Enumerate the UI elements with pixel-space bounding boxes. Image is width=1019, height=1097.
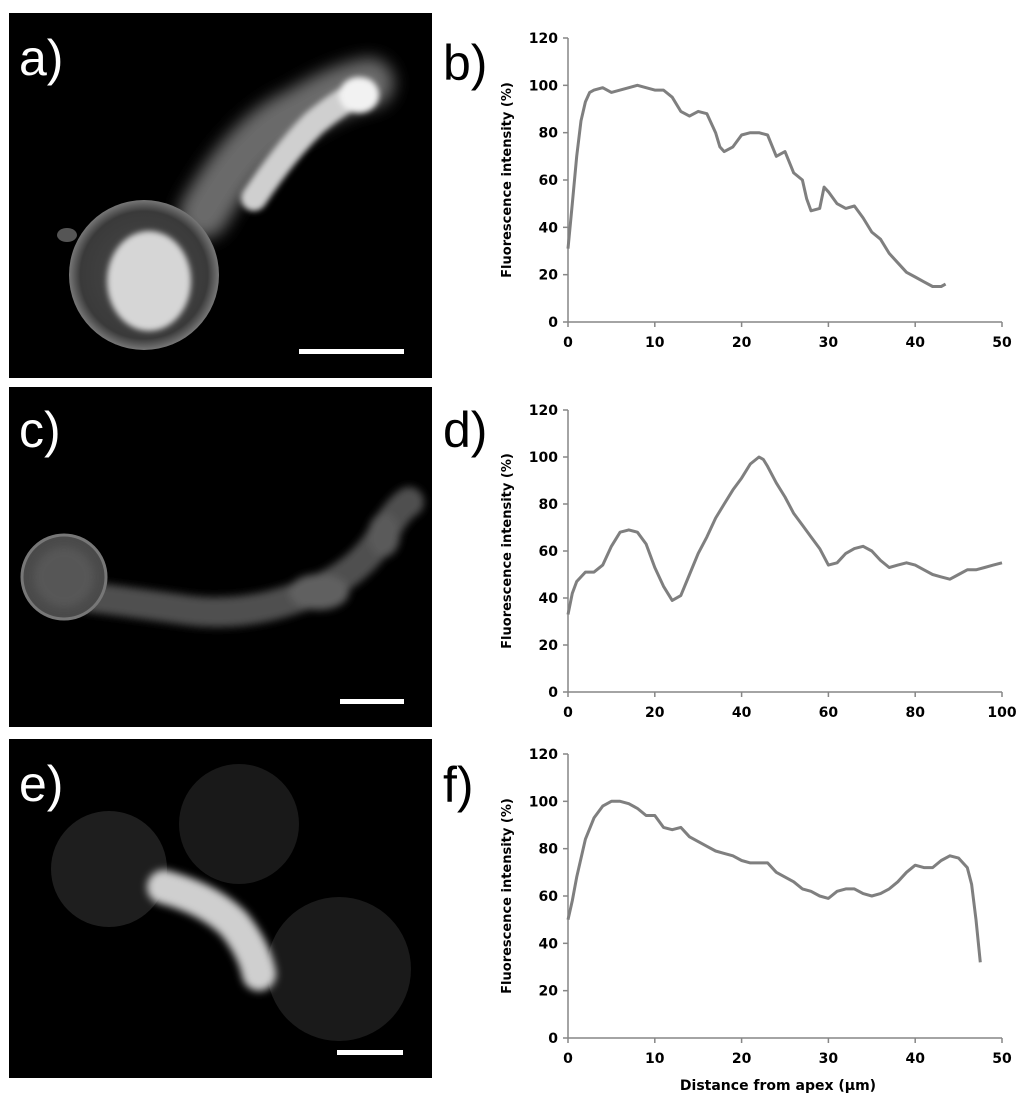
panel-label-e: e) [19, 756, 64, 812]
chart-f-x-axis-label: Distance from apex (µm) [680, 1078, 876, 1094]
chart-d-y-tick-label: 20 [539, 638, 559, 654]
chart-d-x-tick-label: 20 [645, 705, 665, 721]
chart-d-y-tick-label: 0 [548, 685, 558, 701]
chart-f-y-tick-label: 120 [529, 747, 558, 763]
panel-label-a: a) [19, 30, 64, 86]
chart-f-y-tick-label: 60 [539, 889, 559, 905]
micrograph-c-image [20, 487, 424, 628]
chart-d-x-tick-label: 0 [563, 705, 573, 721]
chart-f-y-tick-label: 80 [539, 842, 559, 858]
chart-b-x-tick-label: 0 [563, 335, 573, 351]
chart-b-y-tick-label: 40 [539, 220, 559, 236]
scale-bar-e [337, 1050, 403, 1055]
micrograph-c: c) [9, 387, 432, 727]
panel-label-f: f) [443, 757, 474, 813]
chart-d-y-tick-label: 60 [539, 544, 559, 560]
chart-d-x-tick-label: 40 [732, 705, 752, 721]
scale-bar-c [340, 699, 404, 704]
chart-d-y-tick-label: 40 [539, 591, 559, 607]
chart-f-series-line [566, 799, 982, 963]
chart-d-x-tick-label: 60 [819, 705, 839, 721]
chart-b-y-tick-label: 60 [539, 173, 559, 189]
chart-f-x-tick-label: 40 [905, 1051, 925, 1067]
chart-f: 0 20 40 60 80 100 120 0 10 20 30 40 50 Fluorescence i… [500, 747, 1012, 1094]
chart-b-x-tick-label: 40 [905, 335, 925, 351]
chart-d: 0 20 40 60 80 100 120 0 20 40 60 80 100 Fluorescence … [500, 403, 1017, 721]
chart-d-y-tick-label: 100 [529, 450, 558, 466]
chart-b: 0 20 40 60 80 100 120 0 10 20 30 40 50 Fluorescence i… [500, 31, 1012, 351]
chart-d-x-tick-label: 80 [905, 705, 925, 721]
chart-f-y-tick-label: 100 [529, 794, 558, 810]
panel-label-c: c) [19, 402, 61, 458]
chart-f-x-tick-label: 30 [819, 1051, 839, 1067]
chart-d-y-tick-label: 120 [529, 403, 558, 419]
micrograph-e-image [51, 764, 411, 1041]
chart-f-y-tick-label: 20 [539, 984, 559, 1000]
chart-b-series-line [566, 83, 947, 288]
micrograph-e: e) [9, 739, 432, 1078]
chart-b-x-tick-label: 50 [992, 335, 1012, 351]
chart-d-y-axis-label: Fluorescence intensity (%) [500, 453, 515, 649]
chart-d-x-tick-label: 100 [987, 705, 1016, 721]
chart-b-x-tick-label: 20 [732, 335, 752, 351]
chart-b-y-tick-label: 20 [539, 268, 559, 284]
chart-f-x-tick-label: 0 [563, 1051, 573, 1067]
chart-f-x-tick-label: 50 [992, 1051, 1012, 1067]
chart-f-y-axis-label: Fluorescence intensity (%) [500, 798, 515, 994]
chart-f-y-tick-label: 0 [548, 1031, 558, 1047]
chart-b-y-tick-label: 100 [529, 78, 558, 94]
chart-d-series-line [566, 455, 1003, 615]
chart-f-y-tick-label: 40 [539, 936, 559, 952]
micrograph-a: a) [9, 13, 432, 378]
chart-b-y-tick-label: 0 [548, 315, 558, 331]
chart-b-y-axis-label: Fluorescence intensity (%) [500, 82, 515, 278]
chart-b-y-tick-label: 120 [529, 31, 558, 47]
micrograph-a-image [57, 58, 394, 350]
panel-label-b: b) [443, 35, 488, 91]
scale-bar-a [299, 349, 404, 354]
chart-b-x-tick-label: 10 [645, 335, 665, 351]
chart-d-y-tick-label: 80 [539, 497, 559, 513]
panel-label-d: d) [443, 402, 488, 458]
chart-b-x-tick-label: 30 [819, 335, 839, 351]
chart-f-x-tick-label: 20 [732, 1051, 752, 1067]
chart-f-x-tick-label: 10 [645, 1051, 665, 1067]
chart-b-y-tick-label: 80 [539, 126, 559, 142]
